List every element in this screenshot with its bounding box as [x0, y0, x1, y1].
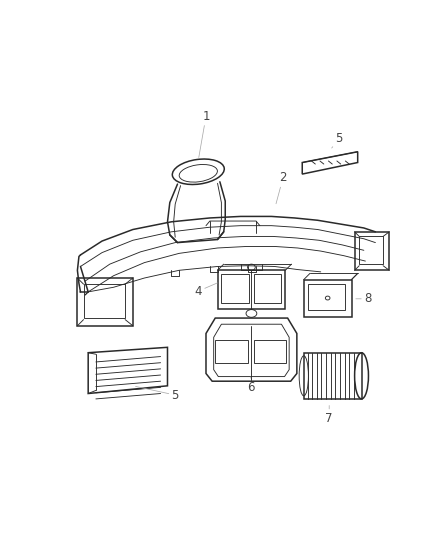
Text: 4: 4	[194, 283, 217, 297]
Bar	[254, 340, 286, 363]
Text: 2: 2	[276, 172, 287, 204]
Bar	[254, 274, 282, 303]
Text: 8: 8	[356, 292, 371, 305]
Bar	[355, 232, 389, 270]
Text: 5: 5	[332, 132, 343, 148]
Text: 5: 5	[135, 386, 179, 401]
Bar	[215, 340, 247, 363]
Bar	[218, 270, 285, 309]
Bar	[84, 284, 125, 318]
Text: 6: 6	[247, 377, 254, 394]
Bar	[304, 280, 352, 317]
Bar	[304, 353, 361, 399]
Text: 7: 7	[325, 406, 333, 425]
Bar	[359, 237, 383, 264]
Bar	[308, 284, 346, 310]
Text: 1: 1	[199, 110, 210, 157]
Bar	[78, 278, 133, 326]
Bar	[221, 274, 249, 303]
